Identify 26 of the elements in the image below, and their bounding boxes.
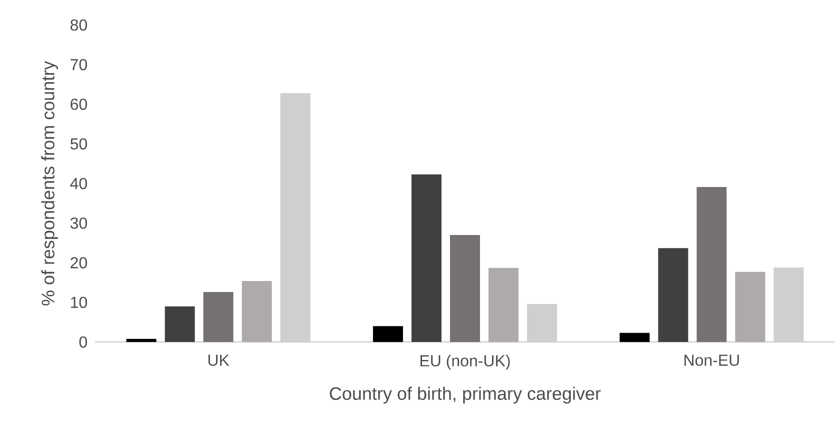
y-tick-label: 40: [70, 178, 88, 190]
bar: [488, 268, 519, 342]
x-tick-label: EU (non-UK): [420, 354, 510, 370]
y-tick-label: 20: [70, 257, 88, 268]
x-axis-title: Country of birth, primary caregiver: [330, 386, 601, 404]
bar: [372, 326, 403, 342]
y-tick-label: 50: [70, 138, 88, 150]
bar: [696, 187, 727, 342]
y-tick-label: 70: [70, 58, 88, 70]
y-tick-label: 60: [70, 98, 88, 110]
bar: [203, 292, 234, 342]
y-tick-label: 80: [70, 19, 88, 31]
y-tick-label: 30: [70, 217, 88, 229]
bar: [411, 174, 442, 342]
bar: [242, 280, 272, 342]
x-tick-label: Non-EU: [684, 354, 739, 366]
bar: [735, 272, 766, 342]
y-axis-title: % of respondents from country: [41, 60, 58, 306]
y-tick-label: 0: [79, 336, 88, 348]
bar: [164, 306, 195, 342]
x-tick-label: UK: [208, 354, 230, 366]
bar: [658, 248, 688, 342]
bar: [620, 332, 650, 342]
bar: [126, 338, 156, 342]
y-tick-label: 10: [71, 296, 88, 308]
bar: [450, 235, 480, 342]
